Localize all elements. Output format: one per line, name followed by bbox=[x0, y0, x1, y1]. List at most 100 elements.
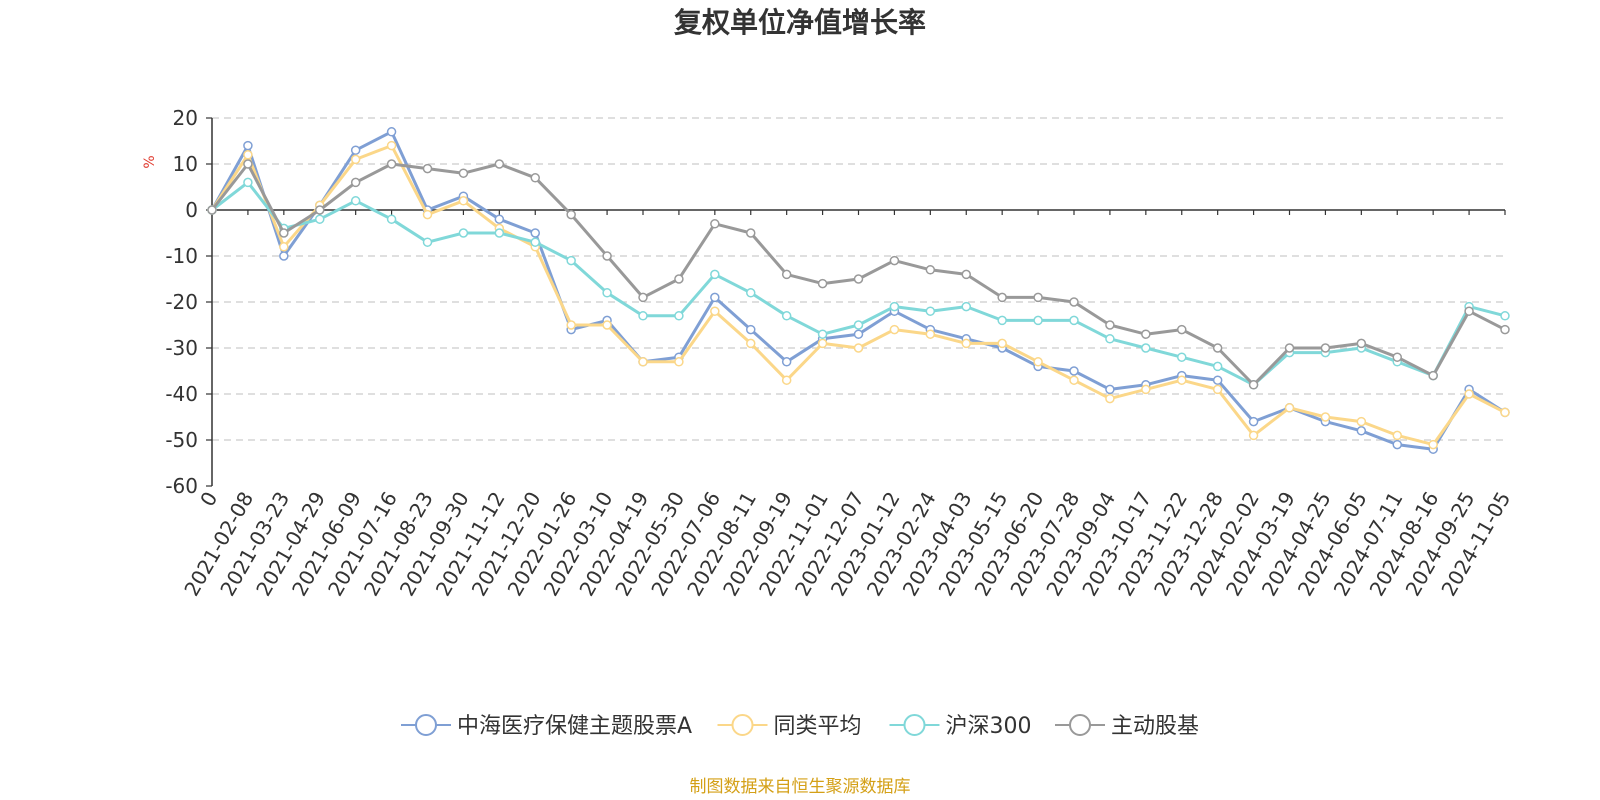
data-point bbox=[566, 255, 576, 266]
data-point bbox=[1033, 315, 1043, 326]
y-tick-label: 10 bbox=[173, 152, 198, 176]
y-axis-ticks: 20 10 0 -10 -20 -30 -40 -50 -60 bbox=[165, 106, 212, 498]
data-point bbox=[781, 269, 792, 280]
data-point bbox=[279, 251, 289, 261]
series-lines bbox=[207, 127, 1510, 454]
data-point bbox=[1033, 357, 1043, 367]
data-point bbox=[1177, 324, 1187, 335]
data-point bbox=[1464, 389, 1474, 399]
legend-marker-icon bbox=[731, 714, 754, 736]
data-point bbox=[997, 292, 1007, 303]
series-line bbox=[207, 140, 1510, 450]
legend-item[interactable]: 沪深300 bbox=[889, 714, 1032, 739]
data-point bbox=[1177, 352, 1187, 362]
legend[interactable]: 中海医疗保健主题股票A 同类平均 沪深300 主动股基 bbox=[401, 714, 1199, 739]
data-point bbox=[889, 324, 900, 335]
data-source-note: 制图数据来自恒生聚源数据库 bbox=[690, 777, 911, 797]
data-point bbox=[925, 306, 936, 316]
data-point bbox=[350, 145, 361, 155]
data-point bbox=[1428, 439, 1438, 450]
legend-item[interactable]: 主动股基 bbox=[1055, 714, 1199, 739]
data-point bbox=[1500, 311, 1510, 321]
data-point bbox=[1392, 352, 1402, 362]
data-point bbox=[1105, 393, 1115, 404]
legend-label: 沪深300 bbox=[946, 714, 1032, 739]
data-point bbox=[243, 159, 253, 169]
data-point bbox=[602, 288, 612, 298]
data-point bbox=[1141, 329, 1151, 339]
data-point bbox=[207, 205, 217, 215]
data-point bbox=[1428, 370, 1438, 381]
series-path bbox=[210, 130, 1506, 451]
data-point bbox=[853, 274, 864, 284]
data-point bbox=[781, 357, 792, 367]
data-point bbox=[746, 338, 756, 349]
y-tick-label: -10 bbox=[165, 244, 198, 268]
data-point bbox=[710, 292, 720, 303]
data-point bbox=[781, 311, 792, 321]
data-point bbox=[1392, 430, 1402, 441]
data-point bbox=[817, 338, 828, 349]
data-point bbox=[997, 315, 1007, 326]
series-path bbox=[210, 144, 1506, 447]
data-point bbox=[746, 288, 756, 298]
data-point bbox=[602, 251, 612, 261]
data-point bbox=[1392, 439, 1402, 450]
data-point bbox=[853, 320, 864, 330]
legend-item[interactable]: 中海医疗保健主题股票A bbox=[401, 714, 692, 739]
data-point bbox=[1356, 426, 1367, 436]
data-point bbox=[494, 214, 505, 224]
data-point bbox=[746, 324, 756, 335]
data-point bbox=[530, 173, 540, 183]
data-point bbox=[243, 150, 253, 160]
data-point bbox=[1177, 375, 1187, 385]
legend-label: 同类平均 bbox=[774, 714, 862, 739]
y-tick-label: -40 bbox=[165, 382, 198, 406]
data-point bbox=[602, 320, 612, 330]
data-point bbox=[1105, 384, 1115, 395]
data-point bbox=[1212, 384, 1223, 395]
data-point bbox=[1212, 375, 1223, 385]
data-point bbox=[1464, 306, 1474, 316]
data-point bbox=[1212, 361, 1223, 372]
data-point bbox=[1248, 380, 1259, 390]
data-point bbox=[1356, 338, 1367, 349]
data-point bbox=[458, 196, 469, 206]
data-point bbox=[422, 163, 433, 174]
y-tick-label: -30 bbox=[165, 336, 198, 360]
chart-title: 复权单位净值增长率 bbox=[674, 6, 926, 39]
data-point bbox=[315, 205, 325, 215]
data-point bbox=[386, 127, 397, 137]
data-point bbox=[243, 140, 253, 151]
data-point bbox=[638, 357, 648, 367]
data-point bbox=[997, 338, 1007, 349]
y-tick-label: -60 bbox=[165, 474, 198, 498]
y-tick-label: -20 bbox=[165, 290, 198, 314]
legend-marker-icon bbox=[1069, 714, 1091, 736]
data-point bbox=[422, 237, 433, 247]
data-point bbox=[386, 159, 397, 169]
data-point bbox=[1500, 407, 1510, 418]
data-point bbox=[315, 214, 325, 224]
data-point bbox=[350, 177, 361, 188]
series-line bbox=[207, 127, 1510, 454]
data-point bbox=[458, 168, 469, 178]
data-point bbox=[1248, 430, 1259, 441]
data-point bbox=[638, 292, 648, 303]
data-point bbox=[1069, 315, 1079, 326]
data-point bbox=[1033, 292, 1043, 303]
data-point bbox=[925, 329, 936, 339]
data-point bbox=[889, 301, 900, 312]
legend-item[interactable]: 同类平均 bbox=[717, 714, 862, 739]
x-tick-label: 0 bbox=[195, 488, 222, 511]
data-point bbox=[1320, 412, 1331, 422]
data-point bbox=[853, 329, 864, 339]
data-point bbox=[422, 209, 433, 220]
data-point bbox=[746, 228, 756, 238]
data-point bbox=[386, 140, 397, 151]
legend-label: 中海医疗保健主题股票A bbox=[457, 714, 692, 739]
y-tick-label: -50 bbox=[165, 428, 198, 452]
data-point bbox=[889, 255, 900, 266]
data-point bbox=[458, 228, 469, 238]
legend-label: 主动股基 bbox=[1111, 714, 1199, 739]
